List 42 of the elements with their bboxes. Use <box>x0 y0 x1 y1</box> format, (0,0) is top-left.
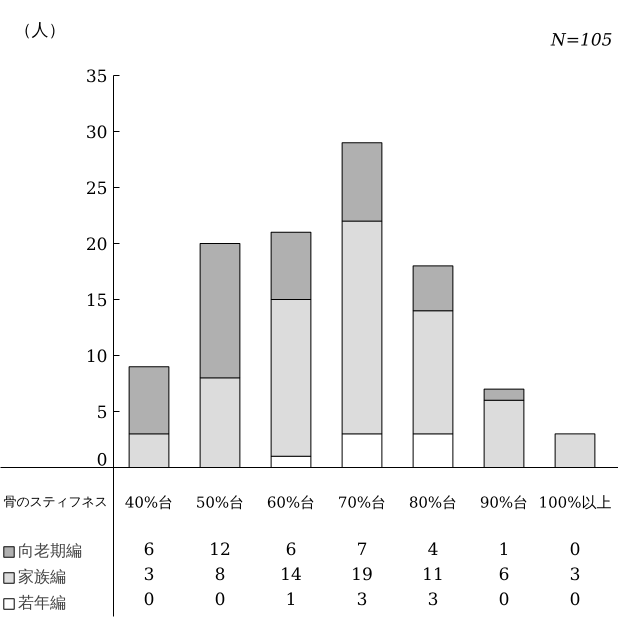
legend-label: 向老期編 <box>18 541 82 562</box>
x-tick-label: 60%台 <box>266 494 316 512</box>
legend-label: 若年編 <box>18 593 66 614</box>
data-label: 14 <box>280 565 302 585</box>
data-label: 6 <box>286 540 296 560</box>
data-label: 1 <box>286 590 296 610</box>
data-label: 3 <box>356 590 368 610</box>
text: N=105 <box>550 30 613 50</box>
data-label: 3 <box>570 565 580 585</box>
y-tick-label: 10 <box>86 347 108 367</box>
data-label: 12 <box>209 540 231 560</box>
y-tick-label: 0 <box>96 450 108 470</box>
data-label: 3 <box>144 565 154 585</box>
data-label: 3 <box>428 590 438 610</box>
x-tick-label: 40%台 <box>124 494 174 512</box>
data-label: 0 <box>498 590 510 610</box>
data-label: 7 <box>356 540 368 560</box>
data-label: 8 <box>214 565 226 585</box>
data-label: 6 <box>498 565 510 585</box>
data-label: 0 <box>570 590 580 610</box>
legend-label: 家族編 <box>18 567 66 588</box>
y-tick-label: 35 <box>86 67 108 87</box>
y-tick-label: 25 <box>86 179 108 199</box>
data-label: 0 <box>214 590 226 610</box>
data-label: 19 <box>351 565 373 585</box>
data-label: 0 <box>570 540 580 560</box>
x-tick-label: 90%台 <box>480 494 528 512</box>
data-label: 0 <box>144 590 154 610</box>
x-tick-label: 70%台 <box>338 494 386 512</box>
y-tick-label: 20 <box>86 235 108 255</box>
y-tick-label: 30 <box>86 123 108 143</box>
x-axis-title: 骨のスティフネス <box>4 495 108 510</box>
data-label: 6 <box>144 540 154 560</box>
x-tick-label: 80%台 <box>408 494 458 512</box>
y-tick-label: 15 <box>86 291 108 311</box>
data-label: 11 <box>422 565 444 585</box>
y-axis-title: （人） <box>14 20 66 40</box>
x-tick-label: 100%以上 <box>538 494 612 512</box>
data-label: 4 <box>428 540 438 560</box>
data-label: 1 <box>498 540 510 560</box>
x-tick-label: 50%台 <box>196 494 244 512</box>
y-tick-label: 5 <box>96 403 108 423</box>
